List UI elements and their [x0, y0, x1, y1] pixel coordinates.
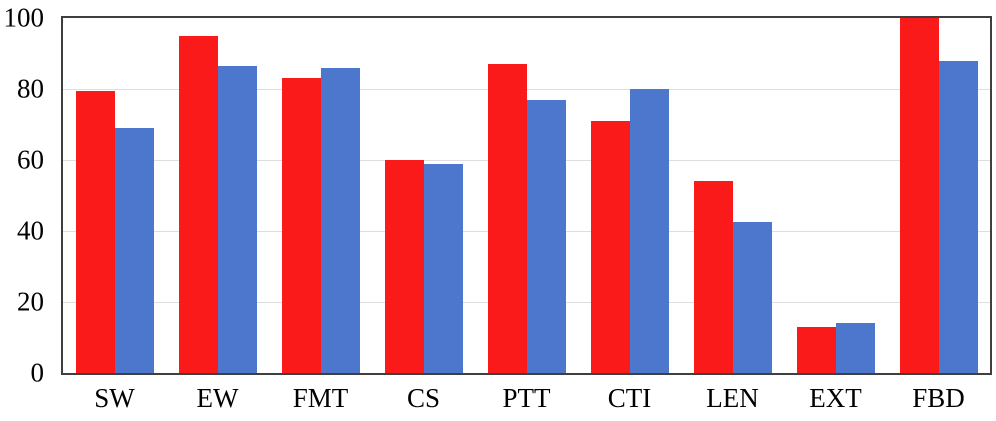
- y-tick-label: 80: [17, 73, 44, 104]
- bar-series-red-cti: [590, 120, 630, 373]
- bar-series-red-cs: [384, 160, 424, 373]
- x-tick-label-sw: SW: [94, 383, 135, 413]
- bar-series-blue-cs: [423, 163, 463, 373]
- bar-series-red-ew: [178, 35, 218, 373]
- bar-series-blue-ptt: [526, 99, 566, 373]
- bar-series-red-fbd: [899, 18, 939, 373]
- y-tick-label: 20: [17, 286, 44, 317]
- y-tick-label: 60: [17, 144, 44, 175]
- bar-series-blue-sw: [114, 128, 154, 373]
- bar-series-blue-cti: [629, 89, 669, 373]
- bar-series-red-sw: [75, 90, 115, 373]
- bar-series-red-ptt: [487, 64, 527, 373]
- x-tick-label-len: LEN: [706, 383, 759, 413]
- y-axis: 0 20 40 60 80 100: [0, 0, 45, 421]
- x-tick-label-ext: EXT: [809, 383, 862, 413]
- bar-series-blue-len: [732, 222, 772, 373]
- x-tick-label-cs: CS: [406, 383, 441, 413]
- bar-series-red-fmt: [281, 78, 321, 373]
- y-tick-label: 40: [17, 215, 44, 246]
- x-tick-label-fmt: FMT: [292, 383, 349, 413]
- y-tick-label: 100: [3, 2, 45, 33]
- gridline: [63, 89, 990, 90]
- x-tick-label-ptt: PTT: [502, 383, 551, 413]
- bar-series-blue-fbd: [938, 60, 978, 373]
- x-tick-label-fbd: FBD: [912, 383, 965, 413]
- bar-series-red-ext: [796, 326, 836, 373]
- bar-series-blue-fmt: [320, 67, 360, 373]
- bar-series-blue-ew: [217, 65, 257, 373]
- y-tick-label: 0: [30, 357, 45, 388]
- x-axis: SW EW FMT CS PTT CTI LEN EXT FBD: [61, 381, 992, 419]
- plot-area: [61, 16, 992, 375]
- bar-series-red-len: [693, 181, 733, 373]
- x-tick-label-cti: CTI: [607, 383, 652, 413]
- x-tick-label-ew: EW: [196, 383, 239, 413]
- bar-series-blue-ext: [835, 323, 875, 373]
